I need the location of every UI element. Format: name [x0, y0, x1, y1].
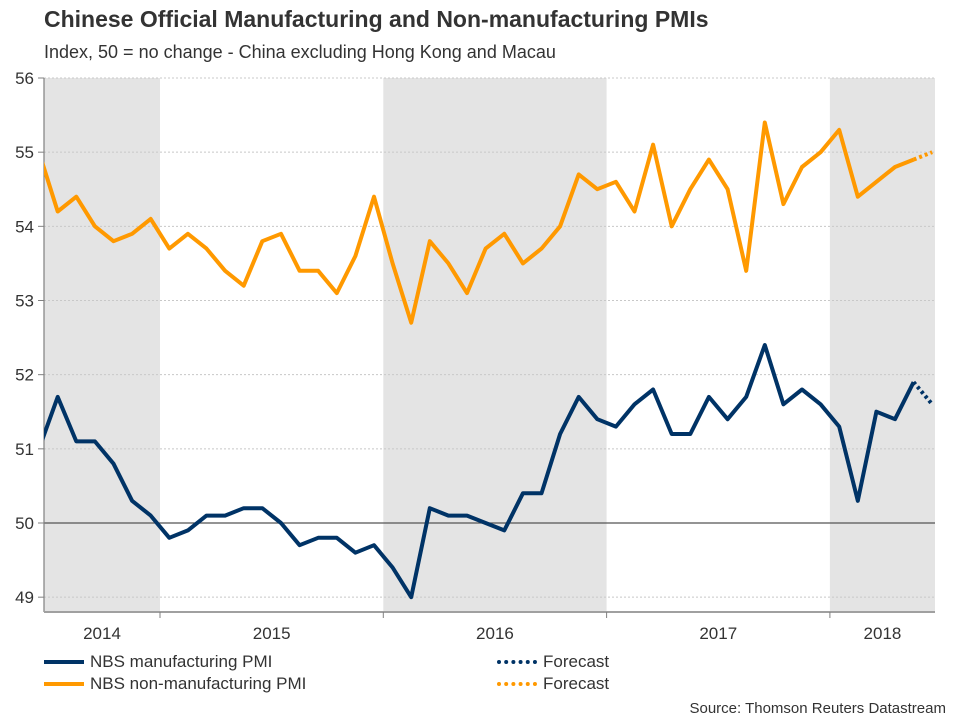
series-clip-group [44, 120, 934, 600]
y-tick-label-53: 53 [15, 292, 34, 311]
axes-group: 49 50 51 52 53 54 55 56 2014 2015 2016 2017 2018 [15, 69, 935, 643]
y-tick-label-54: 54 [15, 217, 34, 236]
series-group [44, 120, 934, 600]
legend-item-forecast-non-manufacturing: Forecast [497, 674, 609, 694]
year-shade-2016 [383, 78, 607, 612]
year-shade-2014 [44, 78, 160, 612]
y-tick-label-52: 52 [15, 366, 34, 385]
year-shading-group [44, 78, 935, 612]
chart-subtitle: Index, 50 = no change - China excluding … [44, 42, 556, 62]
series-line-manufacturing [44, 343, 916, 600]
legend-item-non-manufacturing: NBS non-manufacturing PMI [44, 674, 306, 694]
legend-swatch-manufacturing [44, 660, 84, 664]
legend-label-manufacturing: NBS manufacturing PMI [90, 652, 273, 671]
legend-swatch-forecast-non-manufacturing [497, 682, 537, 686]
legend-item-manufacturing: NBS manufacturing PMI [44, 652, 272, 672]
legend-item-forecast-manufacturing: Forecast [497, 652, 609, 672]
x-tick-label-2018: 2018 [864, 624, 902, 643]
y-tick-label-56: 56 [15, 69, 34, 88]
y-tick-label-50: 50 [15, 514, 34, 533]
legend-swatch-non-manufacturing [44, 682, 84, 686]
legend-label-forecast-manufacturing: Forecast [543, 652, 610, 671]
legend-label-non-manufacturing: NBS non-manufacturing PMI [90, 674, 307, 693]
gridlines-group [44, 77, 935, 598]
chart-title: Chinese Official Manufacturing and Non-m… [44, 6, 709, 32]
legend: NBS manufacturing PMI NBS non-manufactur… [0, 652, 960, 702]
source-note: Source: Thomson Reuters Datastream [689, 700, 946, 717]
y-tick-label-51: 51 [15, 440, 34, 459]
legend-label-forecast-non-manufacturing: Forecast [543, 674, 610, 693]
x-tick-label-2017: 2017 [699, 624, 737, 643]
x-tick-label-2016: 2016 [476, 624, 514, 643]
y-tick-label-49: 49 [15, 588, 34, 607]
legend-swatch-forecast-manufacturing [497, 660, 537, 664]
y-tick-label-55: 55 [15, 143, 34, 162]
series-line-forecast-manufacturing [912, 380, 934, 406]
x-tick-label-2015: 2015 [253, 624, 291, 643]
x-tick-label-2014: 2014 [83, 624, 121, 643]
series-line-non-manufacturing [44, 120, 915, 325]
